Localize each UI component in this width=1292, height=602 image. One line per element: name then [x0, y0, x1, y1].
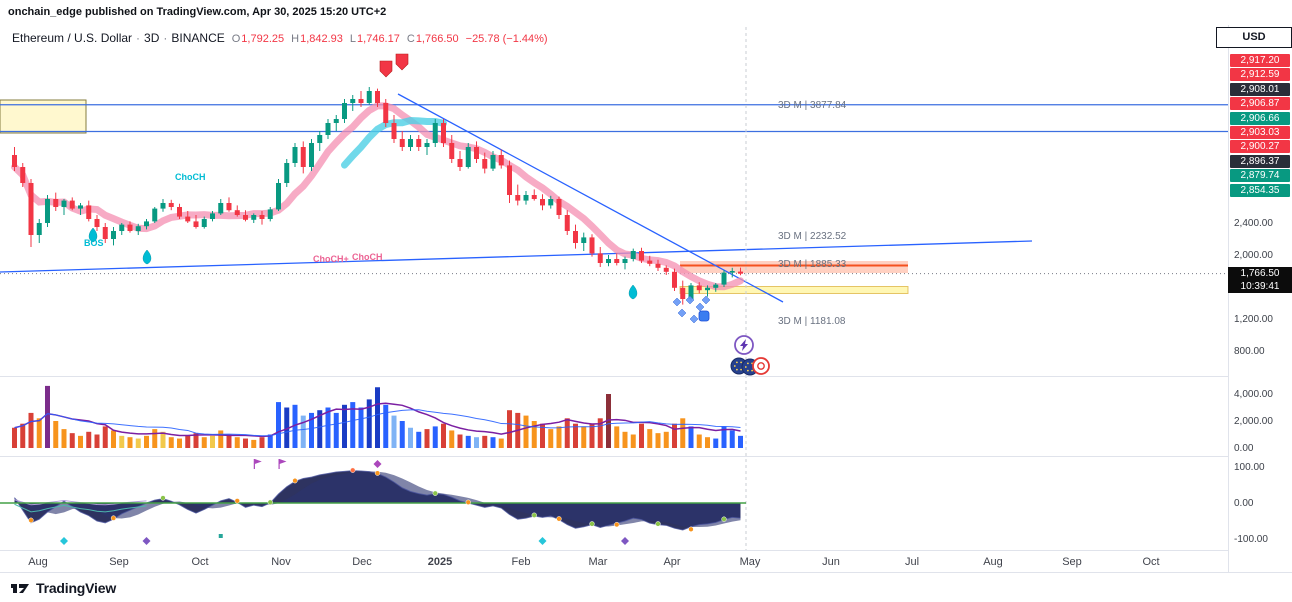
- price-tick-label: 2,000.00: [1234, 250, 1273, 261]
- volume-ma-lines: [14, 402, 741, 438]
- ohlc-key: H: [291, 33, 300, 45]
- volume-tick-label: 4,000.00: [1234, 389, 1273, 400]
- oscillator-tick-label: -100.00: [1234, 534, 1268, 545]
- smc-label: ChoCH: [175, 172, 206, 182]
- price-alert-label[interactable]: 2,912.59: [1230, 68, 1290, 82]
- oscillator-markers: [60, 459, 629, 545]
- time-axis-label[interactable]: Dec: [352, 556, 372, 568]
- price-tick-label: 2,400.00: [1234, 218, 1273, 229]
- last-price-value: 1,766.50: [1240, 268, 1280, 279]
- price-alert-label[interactable]: 2,854.35: [1230, 183, 1290, 197]
- drawing-lines: [0, 27, 1228, 550]
- last-price-label[interactable]: 1,766.50 10:39:41: [1228, 267, 1292, 293]
- smc-label: ChoCH: [352, 252, 383, 262]
- time-axis-label[interactable]: Sep: [109, 556, 129, 568]
- ohlc-value: 1,766.50: [415, 33, 459, 45]
- volume-tick-label: 0.00: [1234, 443, 1254, 454]
- price-alert-label[interactable]: 2,900.27: [1230, 140, 1290, 154]
- candles-series: [12, 87, 743, 305]
- time-axis-label[interactable]: Jul: [904, 556, 920, 568]
- price-alert-label[interactable]: 2,906.66: [1230, 111, 1290, 125]
- separator: ·: [163, 31, 168, 45]
- pane-borders: [0, 25, 1292, 573]
- footer-bar: TradingView: [0, 573, 1292, 602]
- time-axis-label[interactable]: Nov: [271, 556, 291, 568]
- oscillator-tick-label: 100.00: [1234, 462, 1265, 473]
- ohlc-value: 1,792.25: [241, 33, 285, 45]
- time-axis-label[interactable]: Oct: [191, 556, 209, 568]
- main-markers: [88, 53, 770, 376]
- oscillator-dots: [28, 467, 727, 532]
- ohlc-value: 1,842.93: [300, 33, 343, 45]
- price-alert-label[interactable]: 2,908.01: [1230, 82, 1290, 96]
- time-axis[interactable]: [0, 551, 1228, 572]
- symbol-title[interactable]: Ethereum / U.S. Dollar: [12, 31, 133, 45]
- drawing-zones: [0, 99, 909, 294]
- level-label: 3D M | 1181.08: [778, 315, 846, 327]
- volume-tick-label: 2,000.00: [1234, 416, 1273, 427]
- price-tick-label: 1,200.00: [1234, 314, 1273, 325]
- level-label: 3D M | 2232.52: [778, 231, 847, 243]
- level-label: 3D M | 3877.84: [778, 99, 847, 111]
- ohlc-key: O: [231, 33, 241, 45]
- price-alert-label[interactable]: 2,903.03: [1230, 126, 1290, 139]
- smc-label: BOS: [84, 238, 104, 248]
- tradingview-brand[interactable]: TradingView: [36, 579, 117, 596]
- separator: ·: [136, 31, 141, 45]
- attribution-text: onchain_edge published on TradingView.co…: [8, 6, 387, 18]
- time-axis-label[interactable]: Apr: [663, 556, 681, 568]
- time-axis-label[interactable]: Feb: [511, 556, 531, 568]
- time-axis-label[interactable]: Mar: [588, 556, 608, 568]
- oscillator-area: [0, 470, 746, 531]
- price-tick-label: 800.00: [1234, 346, 1265, 357]
- time-axis-label[interactable]: Aug: [28, 556, 48, 568]
- currency-usd-button[interactable]: USD: [1216, 27, 1292, 48]
- time-axis-label[interactable]: Sep: [1062, 556, 1082, 568]
- exchange-label[interactable]: BINANCE: [171, 31, 225, 45]
- volume-bars: [12, 385, 743, 448]
- symbol-header: Ethereum / U.S. Dollar · 3D · BINANCE O1,792.…: [12, 31, 548, 45]
- ohlc-value: 1,746.17: [357, 33, 400, 45]
- price-alert-label[interactable]: 2,879.74: [1230, 169, 1290, 183]
- time-axis-label[interactable]: May: [739, 556, 761, 568]
- time-axis-label[interactable]: Oct: [1142, 556, 1160, 568]
- ohlc-key: C: [406, 33, 415, 45]
- time-axis-label[interactable]: Aug: [983, 556, 1003, 568]
- time-axis-label[interactable]: 2025: [427, 556, 453, 568]
- time-axis-label[interactable]: Jun: [822, 556, 840, 568]
- interval-label[interactable]: 3D: [144, 31, 160, 45]
- price-alert-label[interactable]: 2,906.87: [1230, 97, 1290, 111]
- oscillator-tick-label: 0.00: [1234, 498, 1254, 509]
- change-value: −25.78 (−1.44%): [465, 33, 548, 45]
- ohlc-values: O1,792.25 H1,842.93 L1,746.17 C1,766.50: [225, 31, 459, 45]
- bar-countdown: 10:39:41: [1240, 281, 1280, 292]
- tradingview-logo-icon[interactable]: [10, 578, 30, 598]
- ohlc-key: L: [349, 33, 357, 45]
- price-alert-label[interactable]: 2,896.37: [1230, 154, 1290, 168]
- smc-label: ChoCH+: [313, 254, 349, 264]
- price-alert-label[interactable]: 2,917.20: [1230, 54, 1290, 67]
- level-label: 3D M | 1885.33: [778, 259, 847, 271]
